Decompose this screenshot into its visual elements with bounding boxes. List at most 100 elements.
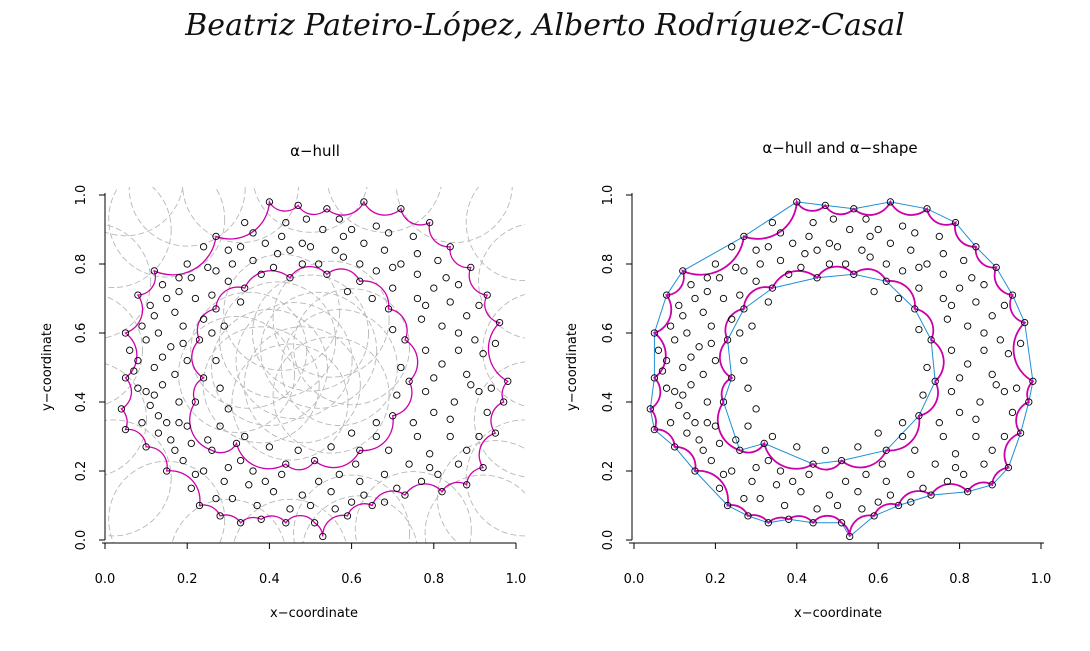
sample-point — [191, 470, 200, 479]
sample-point — [463, 481, 471, 489]
sample-point — [434, 256, 442, 265]
sample-point — [343, 512, 352, 520]
sample-point — [413, 270, 422, 278]
sample-point — [286, 274, 294, 282]
sample-point — [732, 263, 740, 272]
x-tick-label: 1.0 — [506, 572, 527, 587]
sample-point — [992, 263, 1000, 272]
sample-point — [331, 246, 339, 254]
sample-point — [216, 384, 224, 392]
sample-point — [947, 346, 956, 354]
sample-point — [915, 325, 923, 334]
complement-ball — [105, 224, 152, 339]
sample-point — [232, 439, 241, 448]
sample-point — [199, 315, 208, 323]
sample-point — [228, 494, 237, 503]
sample-point — [939, 294, 947, 303]
sample-point — [711, 356, 720, 365]
sample-point — [187, 439, 195, 448]
sample-point — [368, 294, 376, 303]
complement-ball — [233, 498, 347, 543]
sample-point — [858, 246, 866, 254]
sample-point — [438, 360, 446, 368]
sample-point — [980, 460, 988, 468]
complement-balls — [105, 187, 525, 543]
sample-point — [666, 322, 675, 330]
sample-point — [306, 501, 315, 510]
sample-point — [236, 298, 245, 306]
sample-point — [919, 391, 927, 399]
alpha-hull-boundary — [648, 198, 1035, 537]
sample-point — [650, 329, 659, 337]
sample-point — [204, 436, 212, 444]
sample-point — [384, 305, 393, 313]
sample-point — [483, 291, 491, 299]
sample-point — [278, 232, 286, 241]
sample-point — [413, 250, 422, 258]
complement-ball — [252, 274, 369, 392]
sample-point — [187, 274, 195, 282]
sample-point — [703, 274, 711, 282]
sample-point — [241, 284, 249, 292]
sample-point — [401, 491, 409, 499]
sample-point — [360, 491, 368, 499]
x-tick-label: 0.4 — [786, 572, 807, 587]
complement-ball — [210, 309, 328, 426]
sample-point — [265, 443, 274, 451]
sample-point — [389, 325, 397, 334]
sample-point — [421, 301, 430, 310]
y-axis-label: y−coordinate — [40, 323, 55, 411]
sample-point — [841, 260, 850, 268]
sample-point — [1004, 350, 1013, 358]
sample-point — [298, 260, 306, 268]
sample-point — [980, 329, 988, 337]
sample-point — [785, 515, 793, 523]
sample-point — [679, 312, 687, 320]
sample-point — [988, 370, 996, 379]
y-tick-label: 1.0 — [74, 185, 89, 206]
sample-point — [175, 419, 183, 427]
sample-point — [874, 498, 882, 506]
sample-point — [939, 250, 947, 258]
sample-point — [691, 467, 699, 475]
sample-point — [955, 284, 964, 292]
sample-point — [780, 501, 789, 510]
sample-point — [805, 470, 813, 479]
sample-point — [980, 346, 988, 354]
sample-point — [356, 477, 364, 486]
x-tick-label: 0.2 — [177, 572, 198, 587]
sample-point — [935, 419, 943, 427]
sample-point — [117, 405, 126, 413]
sample-point — [491, 429, 500, 437]
sample-point — [850, 205, 858, 213]
sample-point — [134, 291, 142, 299]
sample-point — [955, 374, 964, 382]
sample-point — [121, 374, 130, 382]
x-axis-label: x−coordinate — [794, 606, 882, 621]
sample-point — [854, 443, 862, 451]
sample-point — [980, 281, 988, 289]
alpha-shape-edges — [649, 201, 1034, 538]
sample-point — [294, 446, 302, 454]
sample-point — [356, 446, 364, 454]
sample-point — [405, 377, 413, 385]
sample-point — [212, 305, 220, 313]
sample-point — [740, 356, 748, 365]
sample-point — [801, 250, 809, 258]
complement-ball — [253, 187, 368, 233]
sample-point — [372, 432, 380, 441]
complement-ball — [105, 419, 172, 537]
sample-point — [846, 225, 854, 234]
sample-point — [158, 381, 167, 389]
sample-point — [446, 415, 454, 423]
sample-point — [380, 246, 389, 254]
sample-point — [964, 322, 972, 330]
sample-point — [286, 505, 294, 513]
sample-point — [236, 519, 245, 527]
sample-point — [654, 346, 663, 354]
sample-point — [138, 419, 146, 427]
sample-point — [650, 374, 659, 382]
complement-ball — [190, 291, 308, 409]
sample-point — [183, 422, 191, 430]
